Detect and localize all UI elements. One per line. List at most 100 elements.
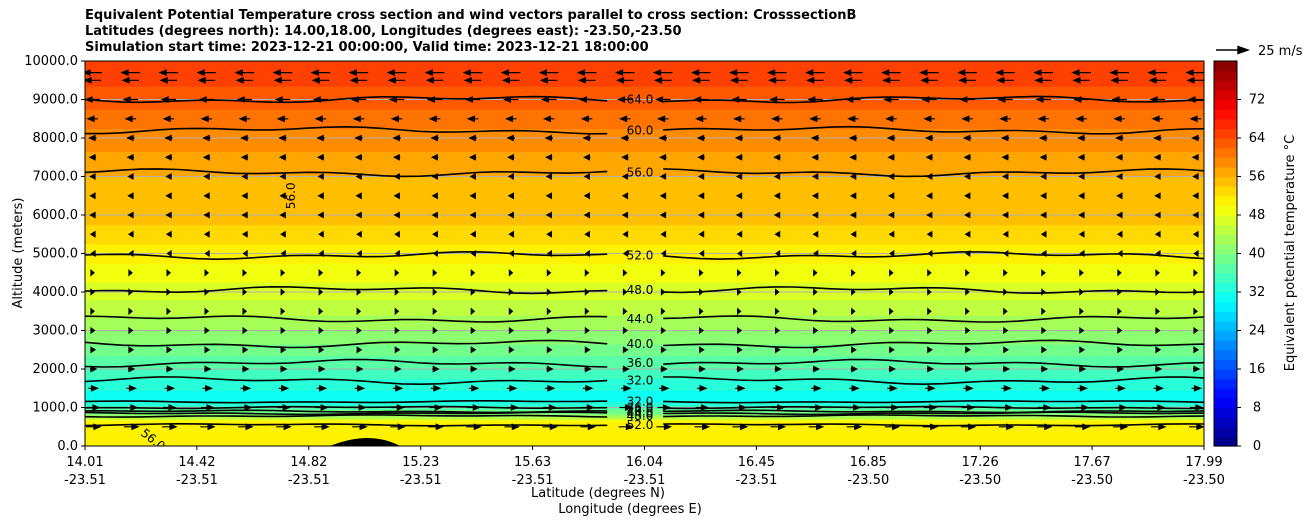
field-band bbox=[85, 218, 1204, 222]
field-band bbox=[85, 318, 1204, 322]
wind-arrow bbox=[204, 249, 210, 258]
wind-arrow bbox=[546, 269, 552, 277]
colorbar-bin bbox=[1214, 61, 1237, 72]
theta-e-field bbox=[85, 61, 1204, 446]
field-band bbox=[85, 199, 1204, 203]
colorbar-bin bbox=[1214, 301, 1237, 312]
field-band bbox=[85, 315, 1204, 318]
wind-arrow bbox=[314, 115, 327, 123]
field-band bbox=[85, 378, 1204, 382]
field-band bbox=[85, 395, 1204, 399]
wind-arrow bbox=[242, 326, 248, 335]
wind-arrow bbox=[356, 249, 362, 258]
wind-arrow bbox=[318, 288, 324, 296]
wind-arrow bbox=[505, 404, 519, 411]
field-band bbox=[85, 205, 1204, 208]
x-tick-lon-label: -23.50 bbox=[847, 473, 889, 488]
field-band bbox=[85, 320, 1204, 324]
wind-arrow bbox=[1003, 269, 1008, 277]
wind-arrow bbox=[1079, 249, 1085, 258]
wind-arrow bbox=[809, 115, 821, 123]
colorbar-bin bbox=[1214, 176, 1237, 187]
wind-arrow bbox=[1192, 192, 1199, 200]
field-band bbox=[85, 230, 1204, 233]
wind-arrow bbox=[280, 326, 286, 335]
wind-arrow bbox=[660, 326, 667, 335]
wind-arrow bbox=[507, 211, 514, 219]
wind-arrow bbox=[921, 96, 937, 103]
field-band bbox=[85, 420, 1204, 424]
wind-arrow bbox=[386, 69, 407, 76]
colorbar-bin bbox=[1214, 138, 1237, 149]
wind-arrow bbox=[507, 172, 514, 181]
wind-arrow bbox=[961, 404, 976, 411]
wind-arrow bbox=[622, 365, 630, 373]
field-band bbox=[85, 305, 1204, 308]
wind-arrow bbox=[659, 153, 667, 161]
wind-arrow bbox=[883, 96, 899, 103]
wind-arrow bbox=[158, 69, 179, 76]
wind-arrow bbox=[240, 134, 249, 142]
wind-arrow bbox=[847, 115, 859, 123]
colorbar-bin bbox=[1214, 378, 1237, 389]
field-band bbox=[85, 355, 1204, 359]
colorbar-bin bbox=[1214, 215, 1237, 226]
wind-arrow bbox=[1035, 96, 1051, 103]
wind-arrow bbox=[737, 249, 743, 258]
wind-arrow bbox=[86, 115, 98, 123]
wind-arrow bbox=[546, 288, 552, 296]
wind-arrow bbox=[887, 384, 898, 392]
x-tick-lat-label: 15.63 bbox=[514, 455, 551, 470]
wind-arrow bbox=[542, 115, 555, 123]
colorbar-bin bbox=[1214, 272, 1237, 283]
field-band bbox=[85, 266, 1204, 270]
wind-arrow bbox=[813, 307, 818, 316]
wind-arrow bbox=[1078, 230, 1085, 238]
wind-arrow bbox=[581, 404, 595, 411]
wind-arrow bbox=[1189, 423, 1204, 431]
wind-arrow bbox=[241, 172, 248, 181]
wind-arrow bbox=[90, 326, 96, 335]
field-band bbox=[85, 372, 1204, 376]
wind-arrow bbox=[202, 153, 211, 161]
x-tick-lon-label: -23.51 bbox=[512, 473, 554, 488]
colorbar-bin bbox=[1214, 282, 1237, 293]
wind-arrow bbox=[582, 384, 594, 392]
field-band bbox=[85, 261, 1204, 264]
wind-arrow bbox=[508, 230, 514, 238]
wind-arrow bbox=[850, 365, 859, 373]
wind-arrow bbox=[889, 326, 895, 335]
wind-arrow bbox=[1117, 249, 1123, 258]
wind-arrow bbox=[317, 172, 324, 181]
wind-arrow bbox=[394, 326, 400, 335]
wind-arrow bbox=[659, 192, 667, 200]
wind-arrow bbox=[851, 269, 856, 277]
y-tick-label: 6000.0 bbox=[33, 208, 79, 223]
field-band bbox=[85, 326, 1204, 330]
wind-arrow bbox=[318, 307, 324, 316]
field-band bbox=[85, 338, 1204, 341]
wind-arrow bbox=[470, 326, 476, 335]
wind-arrow bbox=[90, 365, 98, 373]
wind-arrow bbox=[466, 115, 479, 123]
wind-arrow bbox=[470, 346, 477, 354]
wind-arrow bbox=[462, 69, 483, 76]
y-tick-label: 7000.0 bbox=[33, 170, 79, 185]
wind-arrow bbox=[425, 76, 444, 84]
wind-arrow bbox=[1153, 134, 1162, 142]
field-band bbox=[85, 207, 1204, 210]
wind-arrow bbox=[545, 172, 552, 181]
wind-arrow bbox=[660, 288, 666, 296]
wind-arrow bbox=[965, 346, 971, 354]
x-tick-lat-label: 16.04 bbox=[626, 455, 663, 470]
contour-line bbox=[85, 168, 1204, 178]
wind-arrow bbox=[162, 115, 175, 123]
wind-arrow bbox=[124, 115, 136, 123]
wind-arrow bbox=[546, 307, 552, 316]
wind-arrow bbox=[1002, 230, 1009, 238]
field-band bbox=[85, 93, 1204, 97]
wind-arrow bbox=[1041, 288, 1046, 296]
wind-arrow bbox=[85, 96, 100, 103]
colorbar-bin bbox=[1214, 311, 1237, 322]
